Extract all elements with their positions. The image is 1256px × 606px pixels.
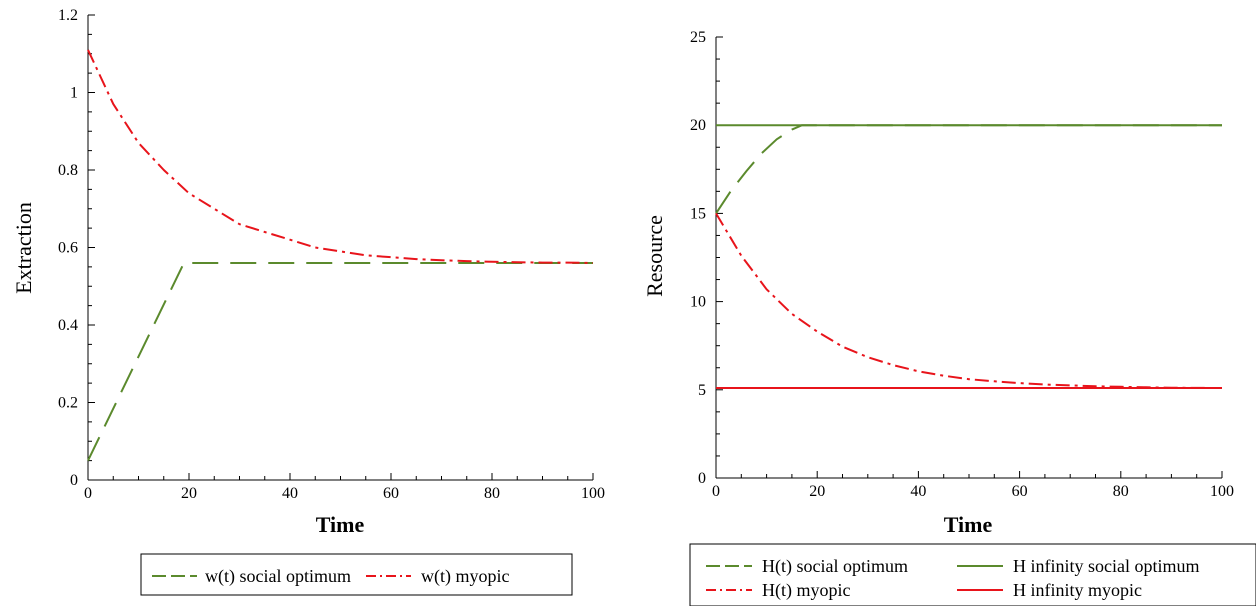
y-tick-label: 15 — [690, 205, 706, 222]
series-line-w-t-social-optimum — [87, 262, 593, 462]
extraction-x-axis-label: Time — [316, 512, 365, 537]
extraction-chart: 0 20 40 60 80 100 0 0.2 0.4 0.6 0.8 1 1.2 Time Extra… — [11, 7, 605, 596]
resource-axes: 0 20 40 60 80 100 0 5 10 15 20 25 — [690, 29, 1234, 500]
resource-y-axis-label: Resource — [642, 215, 667, 297]
x-tick-label: 0 — [84, 485, 92, 502]
x-tick-label: 20 — [181, 485, 197, 502]
x-tick-label: 60 — [383, 485, 399, 502]
y-tick-label: 0.8 — [58, 162, 78, 179]
resource-legend-box — [689, 543, 1256, 606]
y-tick-label: 0.4 — [58, 317, 78, 334]
x-tick-label: 60 — [1012, 483, 1028, 500]
series-line-h-t-social-optimum — [715, 124, 1222, 214]
legend-label-h-infinity-social-optimum: H infinity social optimum — [1013, 556, 1200, 576]
legend-label-w-social-optimum: w(t) social optimum — [205, 566, 351, 587]
legend-label-h-social-optimum: H(t) social optimum — [762, 556, 908, 577]
legend-label-w-myopic: w(t) myopic — [421, 566, 509, 587]
x-tick-label: 0 — [712, 483, 720, 500]
legend-label-h-infinity-myopic: H infinity myopic — [1013, 580, 1142, 600]
extraction-legend: w(t) social optimum w(t) myopic — [140, 553, 573, 596]
x-tick-label: 40 — [282, 485, 298, 502]
y-tick-label: 0 — [70, 472, 78, 489]
extraction-y-axis-label: Extraction — [11, 202, 36, 294]
y-tick-label: 0 — [698, 470, 706, 487]
y-tick-label: 5 — [698, 382, 706, 399]
extraction-series — [87, 49, 594, 462]
y-tick-label: 1 — [70, 85, 78, 102]
y-tick-label: 20 — [690, 117, 706, 134]
y-tick-label: 10 — [690, 294, 706, 311]
resource-x-axis-label: Time — [944, 512, 993, 537]
extraction-axes: 0 20 40 60 80 100 0 0.2 0.4 0.6 0.8 1 1.2 — [58, 7, 605, 502]
x-tick-label: 100 — [581, 485, 605, 502]
x-tick-label: 80 — [1113, 483, 1129, 500]
series-line-h-t-myopic — [715, 212, 1223, 389]
y-tick-label: 1.2 — [58, 7, 78, 24]
extraction-legend-box — [140, 553, 573, 596]
series-line-w-t-myopic — [87, 49, 594, 264]
legend-label-h-myopic: H(t) myopic — [762, 580, 850, 601]
y-tick-label: 25 — [690, 29, 706, 46]
y-tick-label: 0.2 — [58, 395, 78, 412]
y-tick-label: 0.6 — [58, 240, 78, 257]
x-tick-label: 100 — [1210, 483, 1234, 500]
resource-legend: H(t) social optimum H infinity social op… — [689, 543, 1256, 606]
x-tick-label: 20 — [809, 483, 825, 500]
x-tick-label: 80 — [484, 485, 500, 502]
resource-chart: 0 20 40 60 80 100 0 5 10 15 20 25 Time Resource H(t… — [642, 29, 1256, 606]
resource-series — [715, 124, 1223, 389]
x-tick-label: 40 — [910, 483, 926, 500]
